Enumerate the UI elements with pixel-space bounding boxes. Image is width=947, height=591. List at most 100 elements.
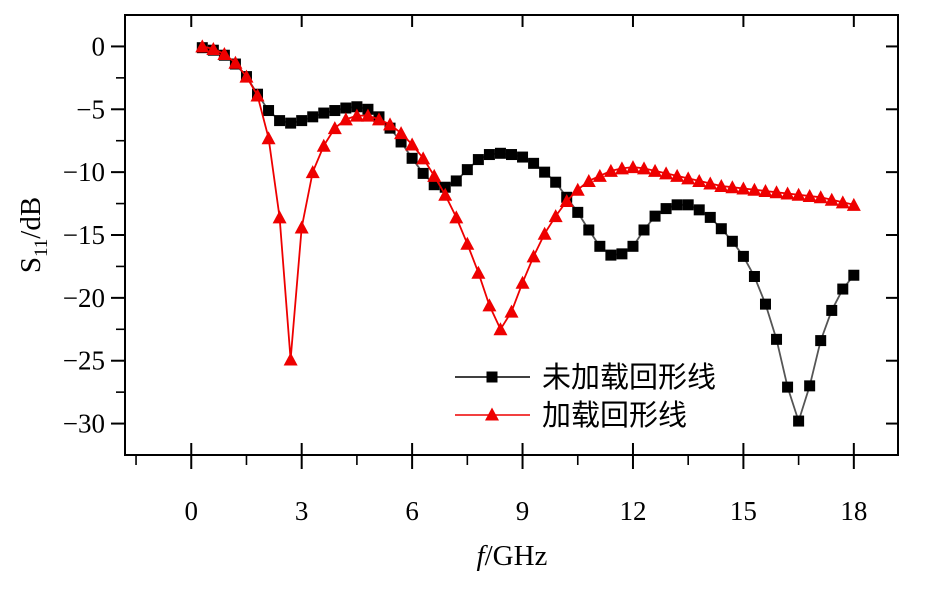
data-point: [846, 197, 861, 211]
data-point: [438, 187, 453, 201]
data-point: [682, 199, 694, 211]
data-point: [693, 204, 705, 216]
x-axis-label: f/GHz: [477, 540, 548, 572]
data-point: [360, 108, 375, 122]
data-point: [550, 176, 562, 188]
data-point: [780, 186, 795, 200]
data-point: [405, 137, 420, 151]
data-point: [483, 149, 495, 161]
data-point: [305, 165, 320, 179]
data-point: [371, 112, 386, 126]
data-point: [493, 322, 508, 336]
data-point: [802, 189, 817, 203]
data-point: [239, 69, 254, 83]
data-point: [526, 249, 541, 263]
data-point: [704, 211, 716, 223]
data-point: [638, 224, 650, 236]
data-point: [725, 180, 740, 194]
data-point: [572, 206, 584, 218]
data-point: [472, 154, 484, 166]
data-point: [228, 55, 243, 69]
data-point: [714, 178, 729, 192]
legend-label-unloaded: 未加载回形线: [542, 360, 716, 394]
data-point: [594, 240, 606, 252]
data-point: [515, 275, 530, 289]
data-point: [283, 352, 298, 366]
data-point: [813, 190, 828, 204]
data-point: [272, 210, 287, 224]
legend-marker-triangle: [485, 407, 499, 421]
data-point: [460, 236, 475, 250]
series-line: [202, 46, 855, 425]
series-line: [202, 45, 854, 360]
series-unloaded: [196, 42, 860, 427]
x-axis-label-unit: /GHz: [485, 540, 548, 572]
data-point: [793, 415, 805, 427]
data-point: [537, 226, 552, 240]
data-point: [581, 173, 596, 187]
data-point: [605, 249, 617, 261]
data-point: [316, 138, 331, 152]
data-point: [482, 298, 497, 312]
data-point: [261, 131, 276, 145]
data-point: [791, 187, 806, 201]
data-point: [747, 182, 762, 196]
data-point: [296, 115, 308, 127]
data-point: [494, 147, 506, 159]
data-point: [848, 269, 860, 281]
data-point: [771, 333, 783, 345]
data-point: [217, 46, 232, 60]
data-point: [837, 283, 849, 295]
y-tick-label: −10: [63, 157, 105, 187]
y-tick-label: −15: [63, 220, 105, 250]
data-point: [748, 270, 760, 282]
data-point: [285, 117, 297, 129]
data-point: [637, 161, 652, 175]
data-point: [294, 220, 309, 234]
data-point: [570, 182, 585, 196]
x-tick-label: 9: [516, 496, 530, 526]
data-point: [461, 164, 473, 176]
data-point: [592, 168, 607, 182]
data-point: [660, 203, 672, 215]
legend: 未加载回形线 加载回形线: [455, 360, 716, 432]
data-point: [338, 112, 353, 126]
data-point: [206, 41, 221, 55]
data-point: [804, 380, 816, 392]
data-point: [737, 250, 749, 262]
data-point: [307, 111, 319, 123]
y-axis-label-sub: 11: [31, 239, 52, 257]
data-point: [439, 181, 451, 193]
data-point: [349, 108, 364, 122]
data-point: [340, 102, 352, 114]
data-point: [428, 179, 440, 191]
data-point: [450, 175, 462, 187]
data-point: [681, 171, 696, 185]
legend-label-loaded: 加载回形线: [542, 398, 687, 432]
data-point: [769, 185, 784, 199]
tick-labels: 0 3 6 9 12 15 18 0 −5 −10 −15 −20 −25 −30: [63, 31, 868, 526]
data-point: [504, 304, 519, 318]
data-point: [517, 151, 529, 163]
data-point: [427, 168, 442, 182]
x-tick-label: 18: [840, 496, 867, 526]
data-point: [506, 149, 517, 161]
data-point: [416, 151, 431, 165]
data-point: [715, 223, 727, 235]
data-point: [351, 101, 363, 113]
y-tick-label: −30: [63, 409, 105, 439]
data-point: [648, 163, 663, 177]
x-tick-label: 15: [730, 496, 757, 526]
y-tick-label: −5: [76, 94, 105, 124]
data-point: [670, 168, 685, 182]
data-point: [548, 209, 563, 223]
y-axis-label: S11/dB: [15, 197, 52, 273]
x-tick-label: 3: [295, 496, 309, 526]
series-layer: [195, 39, 861, 427]
data-point: [759, 298, 771, 310]
data-point: [782, 381, 794, 393]
data-point: [616, 248, 628, 260]
data-point: [471, 265, 486, 279]
data-point: [394, 126, 409, 140]
data-point: [627, 240, 639, 252]
